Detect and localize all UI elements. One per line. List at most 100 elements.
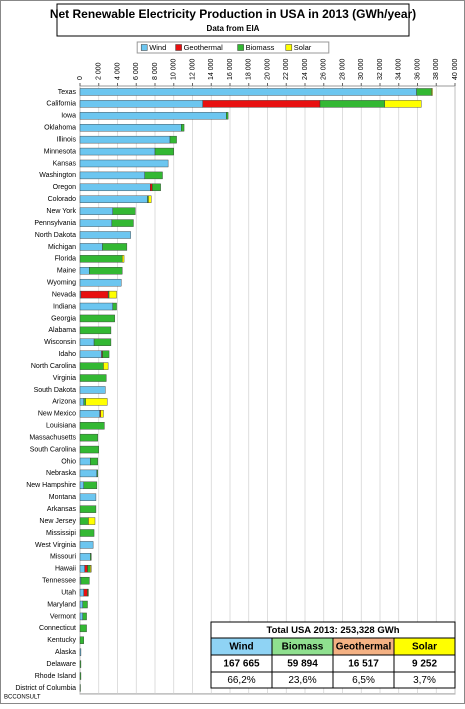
legend-label: Biomass [246,43,275,52]
bar-segment [417,88,432,95]
table-share: 66,2% [227,675,255,686]
bar-segment [80,398,84,405]
bar-segment [80,160,168,167]
bar-segment [170,136,177,143]
chart-title: Net Renewable Electricity Production in … [50,7,416,21]
y-tick-label: Kentucky [47,637,76,644]
bar-segment [80,196,148,203]
bar-segment [145,172,163,179]
bar-segment [80,530,94,537]
bar-segment [80,637,84,644]
footer: BCCONSULT [4,695,41,701]
x-tick-label: 8 000 [152,62,159,80]
bar-segment [80,613,83,620]
x-tick-label: 36 000 [414,58,421,80]
bar-segment [80,446,99,453]
y-tick-label: Missouri [50,554,77,561]
y-tick-label: Massachusetts [29,434,76,441]
y-tick-label: South Carolina [30,446,76,453]
bar-segment [84,589,88,596]
x-tick-label: 34 000 [396,58,403,80]
bar-segment [97,470,98,477]
y-tick-label: Utah [61,589,76,596]
bar-segment [80,649,81,656]
bar-segment [80,315,115,322]
y-tick-label: Indiana [53,303,76,310]
x-tick-label: 28 000 [339,58,346,80]
bar-segment [90,458,98,465]
y-tick-label: Michigan [48,244,76,251]
y-tick-label: New Mexico [38,411,76,418]
bar-segment [80,470,97,477]
bar-segment [80,279,121,286]
bar-segment [80,518,88,525]
y-tick-label: Illinois [57,136,77,143]
y-tick-label: Mississipi [46,530,76,537]
y-tick-label: Nebraska [46,470,76,477]
bar-segment [80,386,105,393]
bar-segment [150,184,152,191]
y-tick-label: Florida [55,256,77,263]
bar-segment [80,351,102,358]
bar-segment [181,124,184,131]
x-tick-label: 12 000 [189,58,196,80]
legend-swatch [286,45,292,51]
bar-segment [155,148,174,155]
bar-segment [80,232,131,239]
bar-segment [113,208,136,215]
bar-segment [80,243,103,250]
legend-label: Wind [149,43,166,52]
y-tick-label: District of Columbia [15,685,76,692]
legend-swatch [238,45,244,51]
x-tick-label: 26 000 [321,58,328,80]
y-tick-label: California [46,101,76,108]
bar-segment [101,410,104,417]
y-tick-label: Virginia [53,375,76,382]
x-tick-label: 24 000 [302,58,309,80]
y-tick-label: Minnesota [44,148,76,155]
bar-segment [80,506,96,513]
y-tick-label: Alaska [55,649,76,656]
bar-segment [88,565,91,572]
bar-segment [80,458,90,465]
bar-segment [90,565,91,572]
y-tick-label: Maine [57,268,76,275]
bar-segment [148,196,151,203]
bar-segment [103,243,127,250]
bar-segment [83,601,88,608]
y-tick-label: New Jersey [39,518,76,525]
bar-segment [83,613,87,620]
y-tick-label: New York [46,208,76,215]
bar-segment [81,291,108,298]
y-tick-label: Ohio [61,458,76,465]
bar-segment [80,541,93,548]
legend-label: Solar [294,43,312,52]
table-share: 3,7% [413,675,436,686]
bar-segment [80,494,96,501]
bar-segment [89,267,122,274]
bar-segment [80,553,90,560]
bar-segment [80,482,84,489]
bar-segment [80,339,94,346]
y-tick-label: North Carolina [31,363,76,370]
bar-segment [80,303,113,310]
bar-segment [109,291,117,298]
bar-segment [80,434,98,441]
x-tick-label: 30 000 [358,58,365,80]
bar-segment [80,220,112,227]
bar-segment [80,625,87,632]
bar-segment [432,88,433,95]
table-share: 6,5% [352,675,375,686]
y-tick-label: Wyoming [47,280,76,287]
x-tick-label: 32 000 [377,58,384,80]
legend-swatch [176,45,182,51]
bar-segment [80,255,122,262]
table-title: Total USA 2013: 253,328 GWh [266,625,399,636]
y-tick-label: Iowa [61,113,76,120]
bar-segment [80,100,203,107]
y-tick-label: Alabama [48,327,76,334]
bar-segment [80,172,145,179]
table-total: 167 665 [223,659,260,670]
y-tick-label: Louisiana [46,423,76,430]
